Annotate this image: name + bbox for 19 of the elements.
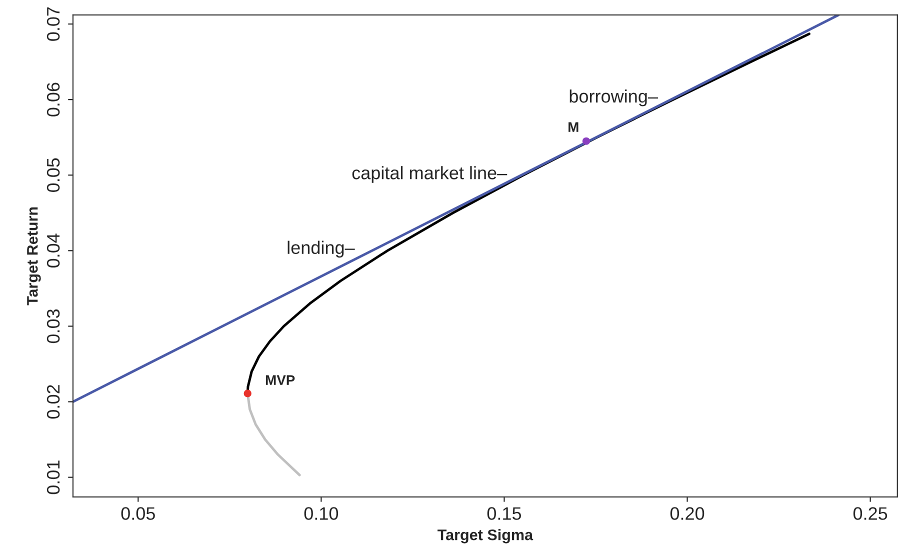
y-axis-title: Target Return	[27, 207, 41, 306]
y-tick-label: 0.03	[46, 309, 60, 344]
annotation: borrowing–	[570, 89, 658, 106]
x-tick-label: 0.10	[304, 507, 338, 520]
y-tick-label: 0.04	[46, 234, 60, 268]
y-tick-label: 0.07	[46, 7, 60, 41]
x-tick-label: 0.25	[853, 507, 888, 520]
y-tick-label: 0.06	[46, 82, 60, 116]
annotation: M	[568, 122, 578, 132]
x-tick-label: 0.05	[121, 507, 155, 520]
y-tick-label: 0.05	[46, 158, 60, 192]
x-axis-title: Target Sigma	[438, 529, 534, 544]
x-tick-label: 0.20	[670, 507, 704, 520]
y-tick-label: 0.02	[46, 385, 60, 419]
x-tick-label: 0.15	[487, 507, 522, 520]
annotation: lending–	[288, 240, 355, 258]
annotation: capital market line–	[352, 166, 508, 183]
annotation: MVP	[266, 375, 295, 385]
y-tick-label: 0.01	[46, 460, 60, 494]
